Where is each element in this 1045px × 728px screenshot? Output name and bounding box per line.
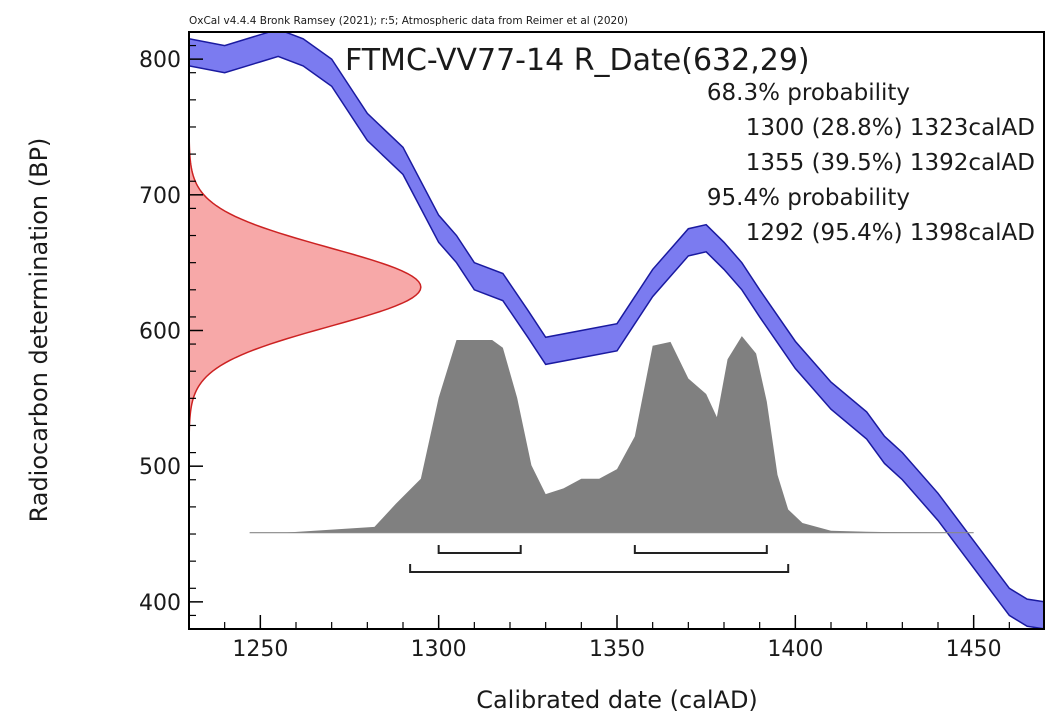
y-tick-label: 600	[139, 320, 181, 345]
x-axis-label: Calibrated date (calAD)	[476, 686, 758, 714]
radiocarbon-distribution	[189, 32, 421, 629]
annotation-2: 1300 (28.8%) 1323calAD	[746, 115, 1035, 141]
annotation-3: 1355 (39.5%) 1392calAD	[746, 150, 1035, 176]
chart-title: FTMC-VV77-14 R_Date(632,29)	[345, 43, 810, 78]
calibration-curve-upper-edge	[189, 32, 1045, 603]
radiocarbon-distribution-layer	[189, 32, 422, 629]
x-tick-label: 1350	[589, 637, 645, 662]
calibration-curve-lower-edge	[189, 55, 1045, 629]
y-tick-label: 800	[139, 48, 181, 73]
y-tick-label: 700	[139, 184, 181, 209]
plot-frame-layer	[188, 31, 1045, 630]
range-95-bracket-1	[409, 564, 790, 574]
axis-ticks-layer: 1250 1300 1350 1400 1450 400 500 600 700 800	[139, 44, 1045, 662]
chart-header: OxCal v4.4.4 Bronk Ramsey (2021); r:5; A…	[189, 15, 628, 27]
y-tick-label: 500	[139, 455, 181, 480]
range-68-bracket-2	[633, 545, 768, 555]
annotation-5: 1292 (95.4%) 1398calAD	[746, 220, 1035, 246]
plot-frame	[188, 31, 1045, 630]
range-68-bracket-1	[437, 545, 522, 555]
x-tick-label: 1250	[232, 637, 288, 662]
x-tick-label: 1300	[411, 637, 467, 662]
posterior-distribution	[189, 336, 974, 533]
y-tick-label: 400	[139, 591, 181, 616]
calibration-curve-layer	[189, 32, 1045, 629]
annotation-4: 95.4% probability	[707, 185, 910, 211]
annotation-1: 68.3% probability	[707, 80, 910, 106]
calibration-curve-band	[189, 32, 1045, 629]
range-brackets-layer	[409, 545, 790, 574]
y-axis-label: Radiocarbon determination (BP)	[25, 138, 53, 523]
x-tick-label: 1400	[767, 637, 823, 662]
x-tick-label: 1450	[946, 637, 1002, 662]
posterior-layer	[189, 336, 974, 534]
